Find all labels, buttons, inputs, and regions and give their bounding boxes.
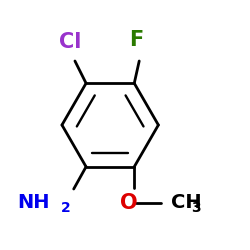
Text: NH: NH	[17, 194, 50, 212]
Text: CH: CH	[171, 194, 201, 212]
Text: O: O	[120, 193, 138, 213]
Text: 2: 2	[61, 201, 70, 215]
Text: F: F	[129, 30, 143, 50]
Text: 3: 3	[191, 201, 200, 215]
Text: Cl: Cl	[60, 32, 82, 52]
